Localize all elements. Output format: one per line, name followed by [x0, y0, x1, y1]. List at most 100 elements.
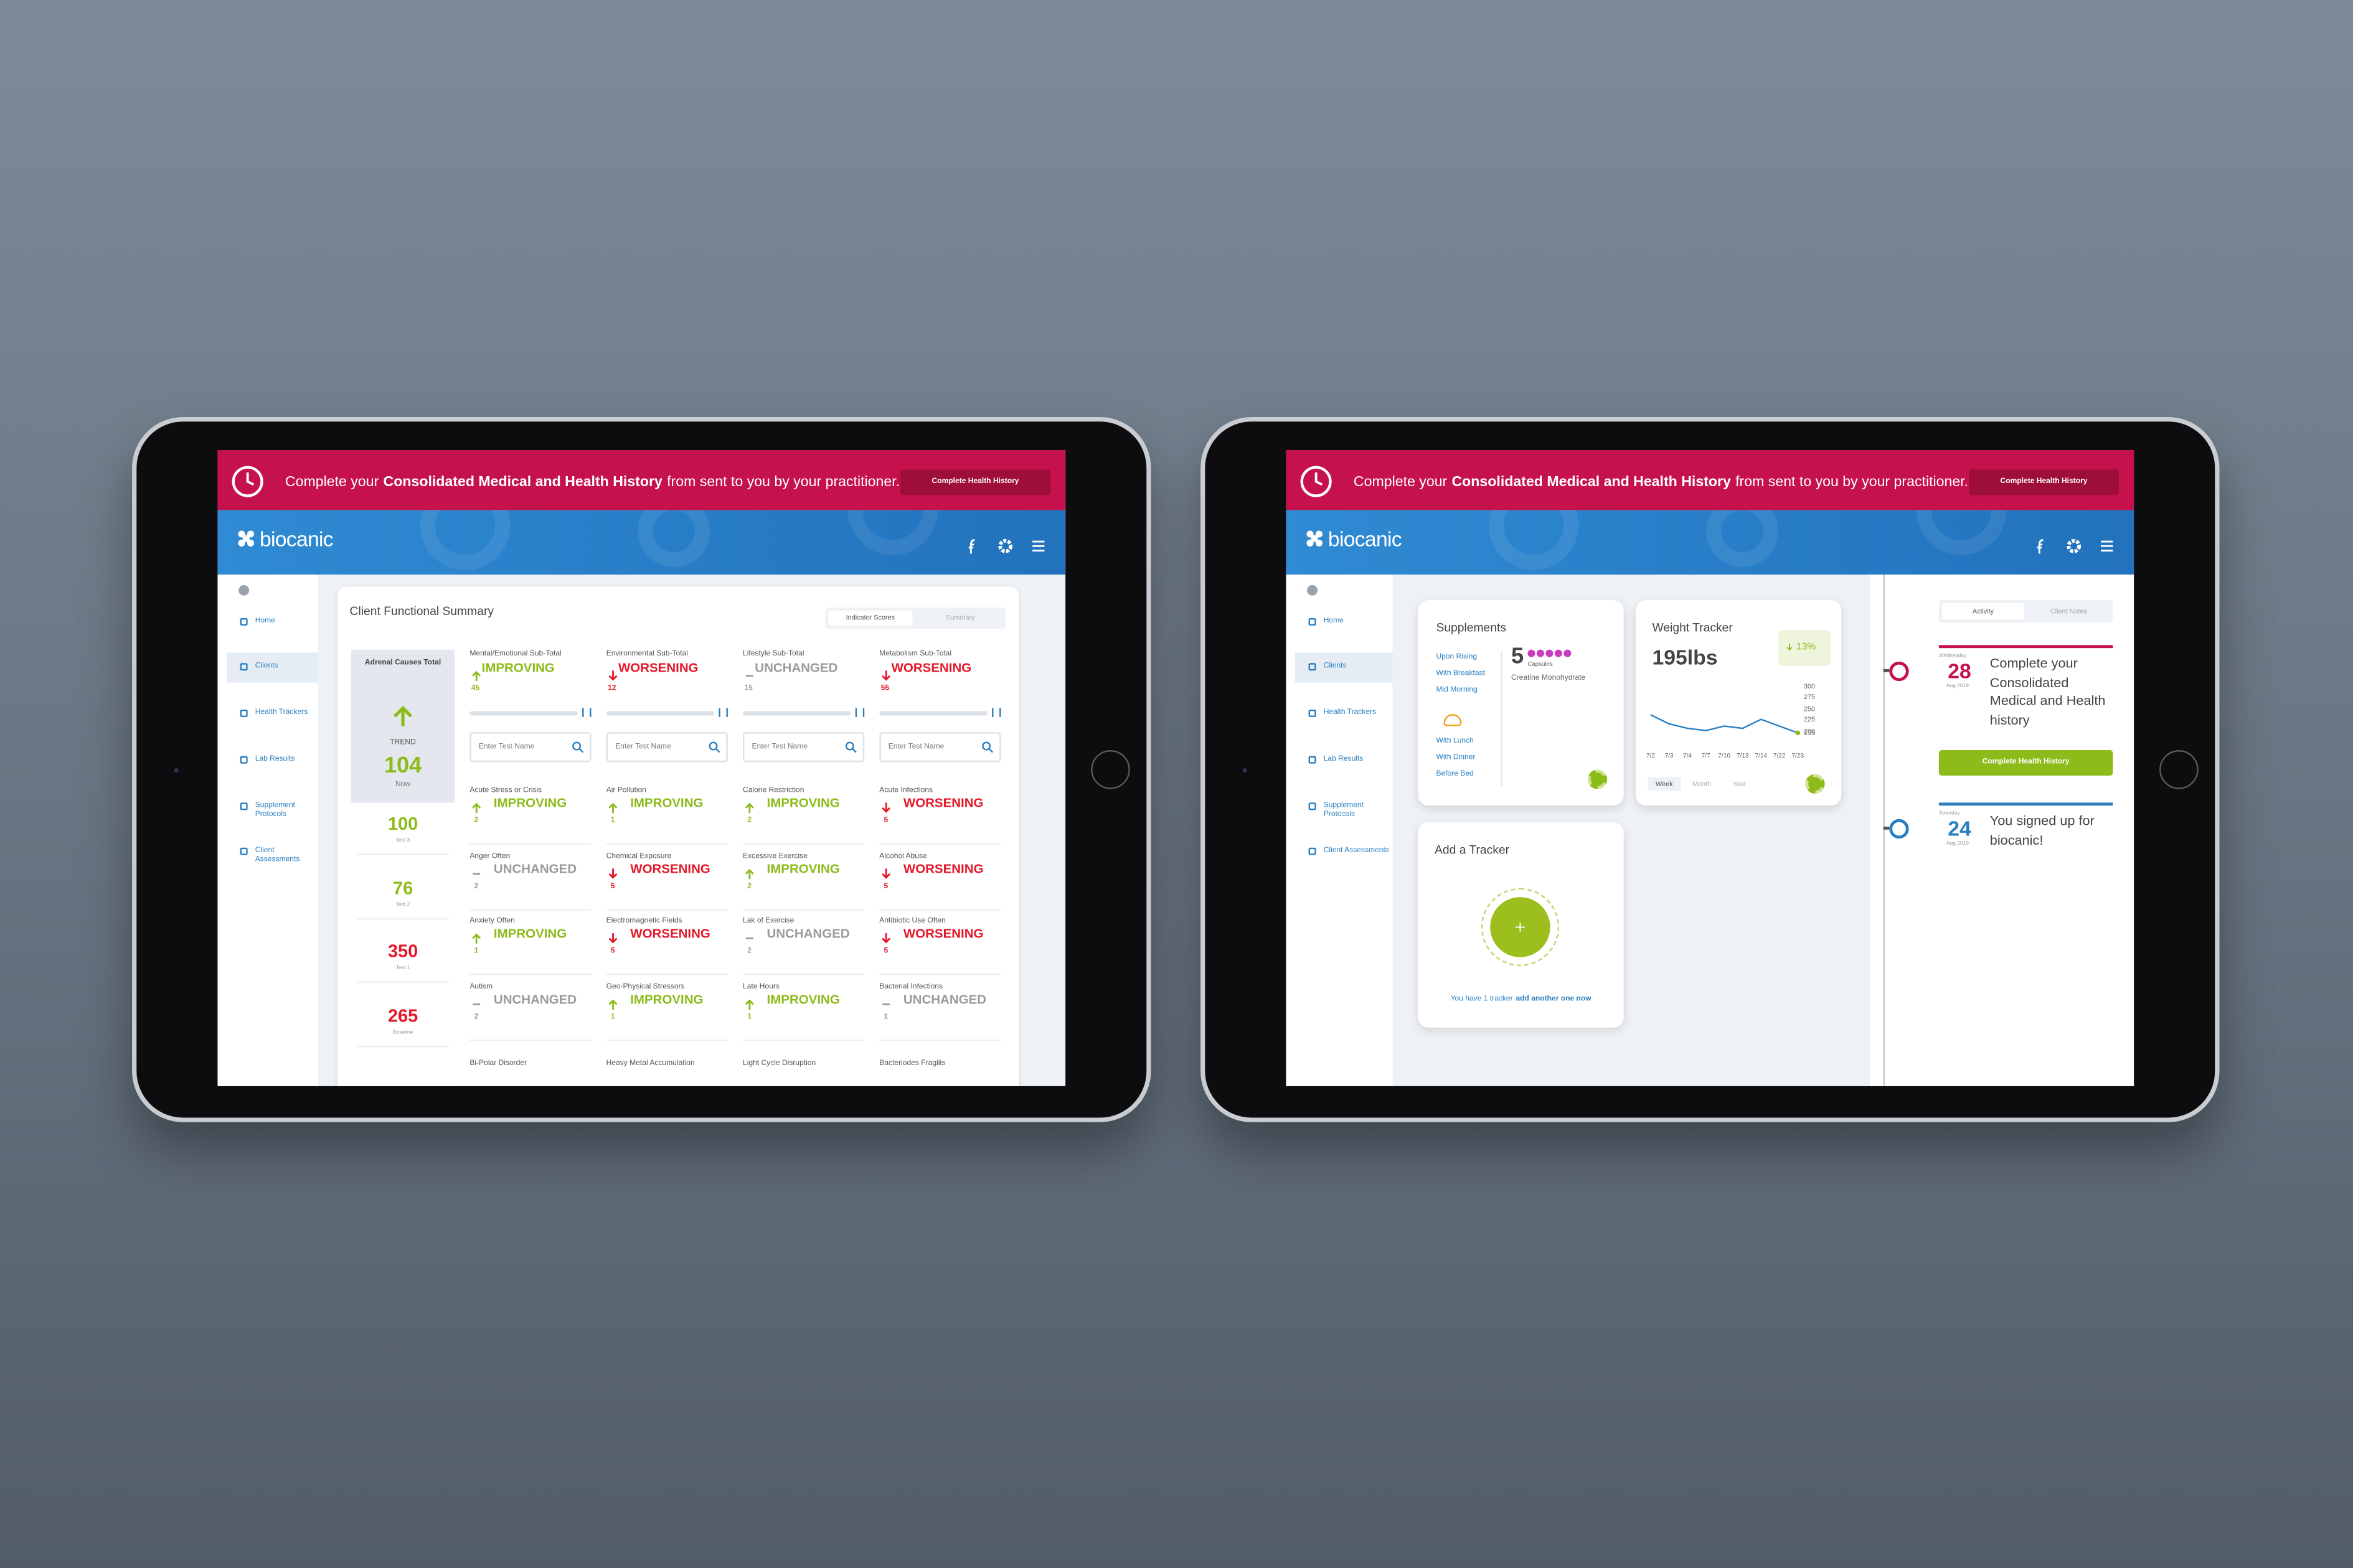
add-tracker-card: Add a Tracker You have 1 tracker add anoth… [1418, 822, 1624, 1028]
arrow-path [745, 868, 754, 879]
search-box[interactable]: Enter Test Name [742, 732, 865, 763]
weight-card: Weight Tracker 195lbs 13% 195 300 275 250 225 20… [1635, 600, 1842, 806]
change-badge: 13% [1778, 630, 1831, 667]
search-icon [709, 741, 720, 753]
note-link[interactable]: add another one now [1516, 994, 1591, 1004]
tab[interactable]: Client Notes [2050, 608, 2087, 616]
status-dot[interactable] [1805, 774, 1825, 794]
nav-item[interactable]: Clients [1323, 661, 1347, 671]
activity-panel: Activity Client Notes Wednesday 28 Aug 2019 C… [1869, 575, 2134, 1086]
camera [1242, 768, 1247, 773]
alert-banner: Complete your Consolidated Medical and He… [1286, 450, 2134, 510]
range-tab[interactable]: Year [1732, 780, 1747, 788]
item-score: 2 [747, 881, 752, 891]
supplement-time[interactable]: Upon Rising [1436, 652, 1478, 662]
range-tab[interactable]: Week [1648, 777, 1681, 791]
event-rule [1938, 645, 2113, 649]
tab[interactable]: Summary [946, 613, 975, 621]
facebook-icon [2037, 539, 2044, 554]
nav-item[interactable]: Client Assessments [1323, 846, 1389, 855]
search-lens [572, 741, 582, 751]
range-tab[interactable]: Month [1692, 780, 1712, 788]
clock-hands [246, 472, 255, 486]
nav-item[interactable]: Supplement Protocols [1323, 800, 1364, 819]
banner-button[interactable]: Complete Health History [1969, 469, 2120, 495]
item-divider [879, 843, 1001, 845]
supplement-time[interactable]: Before Bed [1436, 769, 1474, 779]
subtotal-status: WORSENING [891, 660, 972, 675]
nav-item[interactable]: Health Trackers [255, 708, 308, 718]
item-divider [742, 908, 865, 911]
trend-arrow [882, 670, 891, 681]
logo-mark [238, 530, 255, 547]
logo-dot [1306, 539, 1314, 547]
card-title: Weight Tracker [1652, 621, 1733, 635]
summary-card: Client Functional Summary Indicator Score… [337, 586, 1019, 1086]
item-name: Anxiety Often [469, 917, 515, 926]
nav-item[interactable]: Clients [255, 661, 278, 671]
header-decoration [1488, 510, 1579, 570]
slider-handle [582, 708, 592, 718]
plus-icon [1516, 922, 1525, 932]
supplement-time[interactable]: With Lunch [1436, 736, 1474, 746]
trend-arrow [472, 934, 481, 944]
trend-arrow [394, 705, 413, 726]
nav-item[interactable]: Lab Results [1323, 754, 1364, 764]
banner-bold: Consolidated Medical and Health History [1451, 474, 1731, 491]
search-box[interactable]: Enter Test Name [606, 732, 728, 763]
search-box[interactable]: Enter Test Name [469, 732, 592, 763]
add-button[interactable] [1490, 897, 1550, 957]
header: biocanic [1286, 510, 2134, 575]
slider-track [606, 711, 715, 716]
slider-handle [855, 708, 865, 718]
tab[interactable]: Activity [1941, 603, 2025, 620]
search-box[interactable]: Enter Test Name [879, 732, 1001, 763]
trend-arrow [745, 868, 754, 879]
nav-icon [240, 709, 248, 718]
back-button[interactable] [1307, 584, 1318, 596]
trend-arrow [608, 802, 618, 814]
current-point [1795, 730, 1801, 736]
supplement-time[interactable]: With Dinner [1436, 753, 1476, 763]
nav-icon [1308, 617, 1316, 626]
adrenal-now: 104 [384, 753, 422, 779]
category-column: Metabolism Sub-Total WORSENING 55 Enter Tes… [879, 650, 1004, 1086]
supplement-time[interactable]: Mid Morning [1436, 685, 1478, 695]
nav-item[interactable]: Supplement Protocols [255, 800, 296, 819]
clock-ring [1300, 466, 1332, 497]
nav-icon [1308, 847, 1316, 855]
x-tick-label: 7/13 [1736, 751, 1749, 759]
status-dot[interactable] [1587, 769, 1608, 789]
item-divider [469, 974, 592, 976]
event-button[interactable]: Complete Health History [1938, 750, 2113, 776]
nav-item[interactable]: Home [1323, 616, 1344, 626]
card-title: Add a Tracker [1435, 843, 1510, 857]
header: biocanic [217, 510, 1066, 575]
trend-arrow [473, 872, 481, 875]
tab[interactable]: Indicator Scores [828, 610, 913, 626]
item-divider [606, 1040, 728, 1041]
subtotal-score: 12 [608, 683, 616, 693]
logo-dot [1315, 530, 1323, 538]
clock-icon [232, 466, 263, 497]
event-month: Aug 2019 [1946, 840, 1969, 847]
supplement-time[interactable]: With Breakfast [1436, 669, 1485, 678]
item-name: Calorie Restriction [742, 786, 804, 796]
nav-item[interactable]: Client Assessments [255, 846, 300, 864]
nav-item[interactable]: Lab Results [255, 754, 295, 764]
trend-arrow [882, 1003, 890, 1006]
nav-item[interactable]: Health Trackers [1323, 708, 1377, 718]
subtotal-status: UNCHANGED [755, 660, 838, 675]
banner-button[interactable]: Complete Health History [900, 469, 1051, 495]
subtotal-status: WORSENING [618, 660, 699, 675]
item-score: 5 [610, 881, 615, 891]
tab-group: Indicator Scores Summary [825, 608, 1006, 629]
x-tick-label: 7/23 [1791, 751, 1804, 759]
arrow-path [608, 934, 618, 944]
item-divider [606, 974, 728, 976]
back-button[interactable] [238, 584, 250, 596]
item-score: 1 [610, 816, 615, 825]
nav-item[interactable]: Home [255, 616, 275, 626]
tracker-note: You have 1 tracker add another one now [1418, 995, 1624, 1003]
x-tick-label: 7/7 [1701, 751, 1710, 759]
